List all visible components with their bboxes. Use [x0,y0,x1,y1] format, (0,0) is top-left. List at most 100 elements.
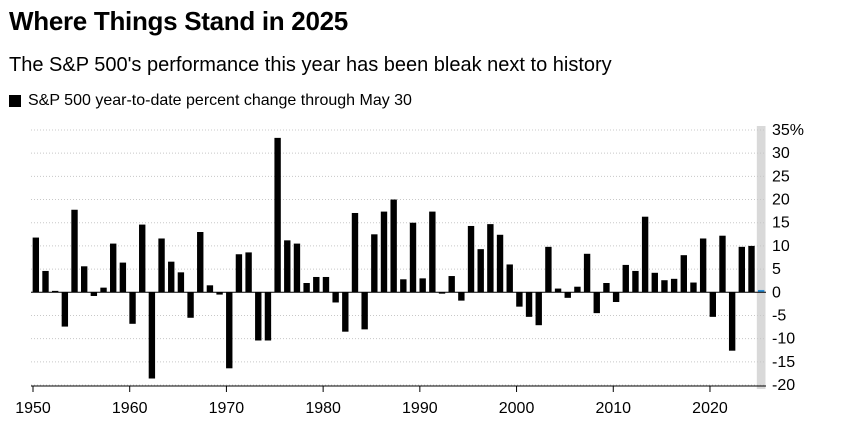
bar-2016 [670,278,678,293]
x-tick-label: 2000 [499,400,535,417]
y-tick-label: 10 [772,238,790,255]
bar-1968 [206,285,214,293]
bar-1970 [226,292,233,369]
bar-1999 [506,264,513,293]
bar-1973 [255,292,262,341]
bar-1980 [322,276,330,293]
bar-1981 [332,292,339,303]
bar-1958 [110,243,117,293]
y-tick-label: -20 [772,377,795,394]
bar-1969 [216,292,223,295]
bar-2014 [651,272,658,293]
bar-2017 [680,255,687,293]
bar-1955 [80,266,88,293]
bar-1982 [342,292,349,332]
bar-1972 [245,252,252,293]
bar-1971 [235,254,243,293]
bar-2018 [690,282,697,293]
bar-2013 [641,216,649,293]
bar-2004 [554,288,562,293]
y-tick-label: 15 [772,215,790,232]
bar-1957 [100,287,107,293]
bar-1960 [129,292,136,324]
bar-1959 [119,262,127,293]
bar-1994 [458,292,465,301]
bar-2015 [661,280,668,293]
y-tick-label: 5 [772,261,781,278]
bar-1992 [438,292,446,294]
legend-label: S&P 500 year-to-date percent change thro… [28,92,412,109]
y-tick-label: -15 [772,354,795,371]
bar-2003 [545,246,552,293]
bar-1974 [264,292,272,341]
bar-1966 [187,292,194,318]
x-tick-labels: 1950 1960 1970 1980 1990 2000 2010 2020 [15,400,728,417]
bar-1986 [380,211,388,293]
bar-1978 [303,283,310,293]
bar-1950 [32,237,40,293]
bar-2000 [516,292,523,307]
bar-1984 [361,292,368,330]
bar-2010 [612,292,620,303]
y-tick-label: 0 [772,284,781,301]
bar-1967 [197,232,204,293]
bar-1983 [351,212,359,293]
bar-1956 [90,292,98,296]
y-tick-label: 30 [772,145,790,162]
axes [31,291,766,392]
bar-1990 [419,278,426,293]
bar-2005 [564,292,571,298]
bar-1979 [313,276,320,293]
bar-1987 [390,199,397,293]
x-tick-label: 1980 [305,400,341,417]
x-tick-label: 1990 [402,400,438,417]
bar-2012 [632,270,639,293]
y-tick-label: -10 [772,331,795,348]
bar-2001 [525,292,533,317]
bar-2002 [535,292,542,326]
y-tick-labels: 35% 30 25 20 15 10 5 0 -5 -10 -15 -20 [772,122,804,394]
bar-1954 [71,209,78,293]
bar-2007 [583,253,591,293]
bar-2023 [738,246,746,293]
bar-2021 [719,235,726,293]
bar-1977 [293,243,301,293]
bar-2011 [622,264,629,293]
bar-1964 [168,261,175,293]
y-tick-label: 35% [772,122,804,139]
bar-2024 [748,245,755,293]
bar-2009 [603,283,610,293]
bar-1953 [61,292,69,327]
bars [32,137,765,379]
y-tick-label: -5 [772,307,786,324]
bar-1962 [148,292,156,379]
bar-1997 [487,224,494,293]
chart-subtitle: The S&P 500's performance this year has … [9,54,612,76]
legend: S&P 500 year-to-date percent change thro… [9,92,412,110]
bar-2022 [728,292,736,351]
bar-1976 [284,240,291,293]
bar-1961 [139,224,146,293]
bar-1952 [51,290,59,293]
bar-1951 [42,270,49,293]
bar-1963 [158,238,165,293]
x-tick-label: 1970 [209,400,245,417]
bar-1998 [496,234,504,293]
bar-2025 [757,289,765,293]
y-tick-label: 25 [772,168,790,185]
bar-1991 [429,211,436,293]
bar-1965 [177,272,185,293]
x-tick-label: 1960 [112,400,148,417]
bar-1996 [477,249,484,293]
legend-swatch [9,95,21,107]
bar-1993 [448,276,455,293]
bar-2008 [593,292,600,314]
bar-2006 [574,286,581,293]
bar-1989 [409,222,417,293]
bar-1995 [467,225,475,293]
bar-1988 [400,279,407,293]
bar-1985 [371,234,378,293]
x-tick-label: 2010 [595,400,631,417]
x-tick-label: 2020 [692,400,728,417]
